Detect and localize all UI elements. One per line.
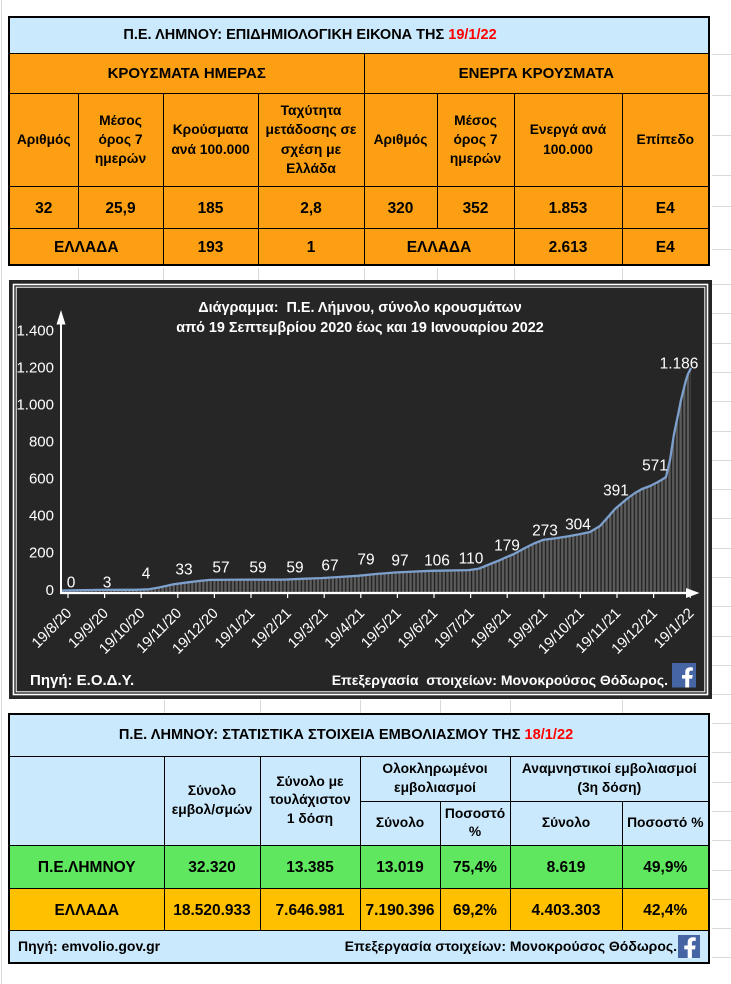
svg-text:4: 4 — [142, 566, 151, 583]
svg-text:3: 3 — [103, 575, 112, 592]
svg-text:1.000: 1.000 — [16, 397, 54, 414]
svg-text:273: 273 — [532, 523, 558, 540]
svg-text:110: 110 — [459, 551, 484, 568]
svg-text:800: 800 — [29, 434, 54, 451]
svg-text:Διάγραμμα: Π.Ε. Λήμνου, σύνολ: Διάγραμμα: Π.Ε. Λήμνου, σύνολο κρουσμάτω… — [198, 300, 521, 316]
svg-text:200: 200 — [29, 545, 54, 562]
svg-text:400: 400 — [29, 508, 54, 525]
svg-text:1.200: 1.200 — [16, 360, 54, 377]
svg-text:304: 304 — [565, 517, 591, 534]
svg-text:600: 600 — [29, 471, 54, 488]
svg-text:Επεξεργασία στοιχείων: Μονοκρ: Επεξεργασία στοιχείων: Μονοκρούσος Θόδωρ… — [332, 672, 668, 688]
svg-text:59: 59 — [286, 560, 303, 577]
svg-text:33: 33 — [175, 562, 192, 579]
svg-text:67: 67 — [321, 558, 338, 575]
svg-text:57: 57 — [212, 560, 229, 577]
svg-text:1.186: 1.186 — [660, 356, 699, 373]
svg-text:391: 391 — [603, 483, 629, 500]
svg-text:571: 571 — [642, 458, 668, 475]
svg-text:59: 59 — [249, 560, 266, 577]
svg-text:από 19 Σεπτεμβρίου 2020 έως κα: από 19 Σεπτεμβρίου 2020 έως και 19 Ιανου… — [176, 320, 544, 336]
svg-text:1.400: 1.400 — [16, 323, 54, 340]
svg-text:106: 106 — [424, 553, 450, 570]
svg-text:0: 0 — [46, 582, 54, 599]
svg-text:97: 97 — [391, 553, 408, 570]
svg-text:179: 179 — [494, 538, 520, 555]
svg-text:79: 79 — [357, 552, 374, 569]
svg-text:Πηγή: Ε.Ο.Δ.Υ.: Πηγή: Ε.Ο.Δ.Υ. — [30, 672, 134, 689]
svg-text:0: 0 — [67, 575, 76, 592]
